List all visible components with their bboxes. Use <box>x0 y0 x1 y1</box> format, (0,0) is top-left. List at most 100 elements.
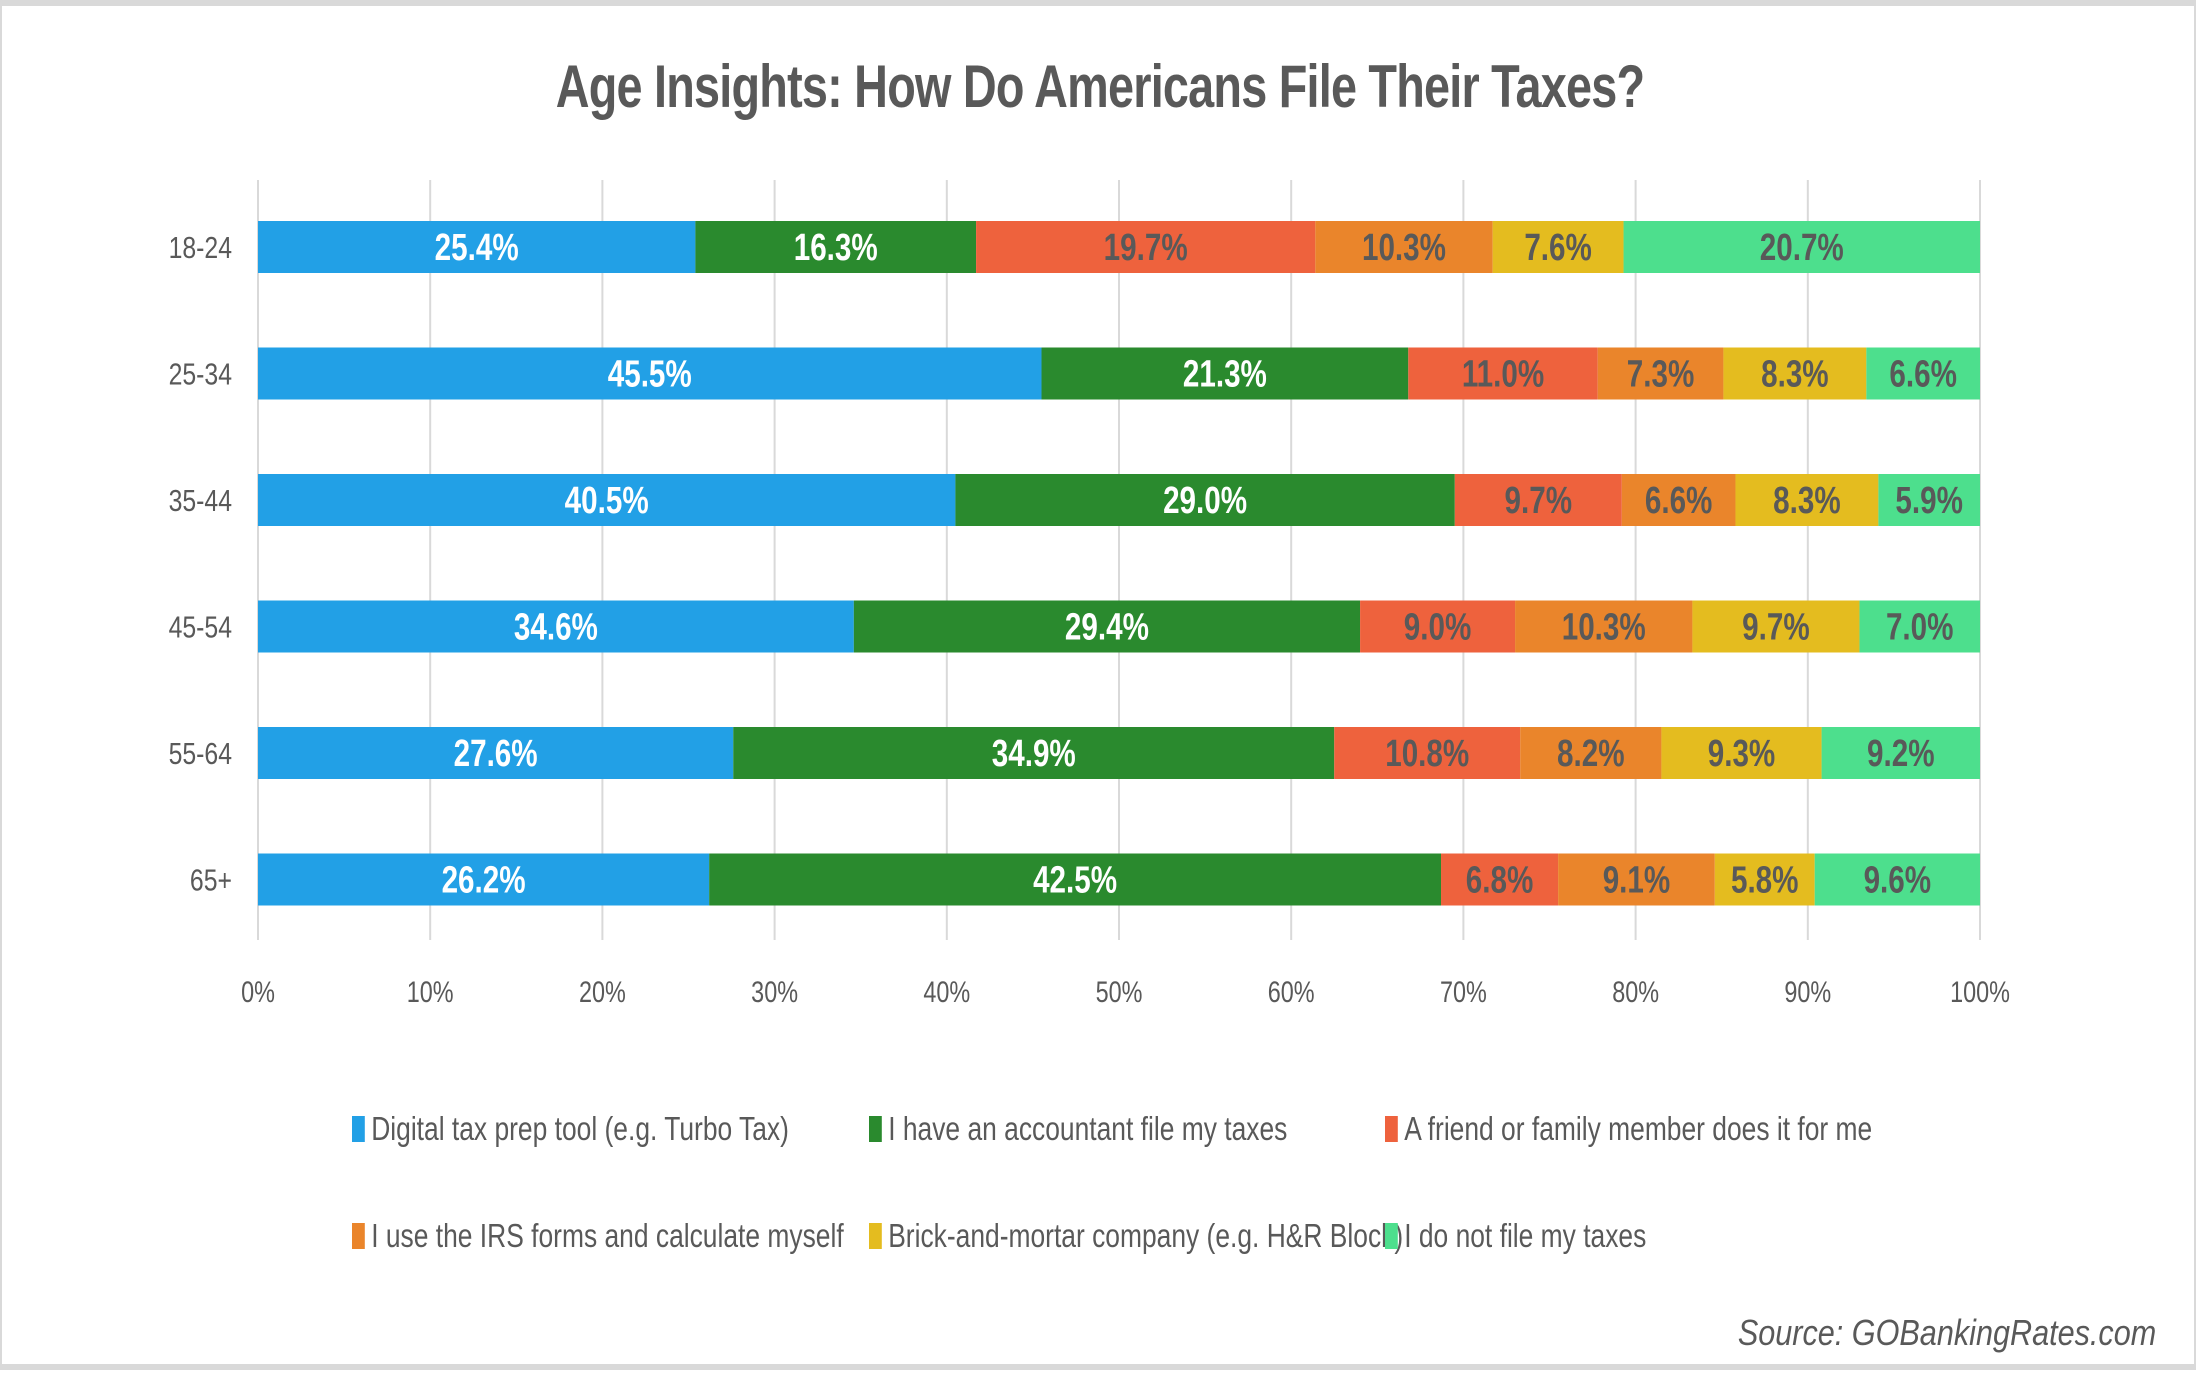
bar-segment <box>976 221 1316 273</box>
bar-segment <box>1315 221 1493 273</box>
bar-segment <box>1878 474 1980 526</box>
x-tick-label: 10% <box>407 975 454 1008</box>
data-label: 6.8% <box>1466 859 1534 901</box>
bar-segment <box>1692 600 1860 653</box>
x-tick-label: 30% <box>751 975 798 1008</box>
data-label: 5.8% <box>1731 859 1799 901</box>
bar-segment <box>695 221 977 273</box>
legend-label: I have an accountant file my taxes <box>888 1110 1288 1147</box>
bar-segment <box>258 727 734 779</box>
bar-segment <box>258 600 854 653</box>
data-label: 9.7% <box>1505 480 1573 522</box>
data-label: 10.8% <box>1385 733 1469 775</box>
bar-segment <box>1041 347 1409 400</box>
data-label: 6.6% <box>1645 480 1713 522</box>
data-label: 10.3% <box>1562 606 1646 648</box>
data-label: 9.2% <box>1867 733 1935 775</box>
data-label: 42.5% <box>1033 859 1117 901</box>
legend-item: Digital tax prep tool (e.g. Turbo Tax) <box>352 1110 789 1148</box>
data-label: 10.3% <box>1362 227 1446 269</box>
bar-segment <box>1360 600 1516 653</box>
data-label: 27.6% <box>454 733 538 775</box>
data-label: 16.3% <box>794 227 878 269</box>
bar-segment <box>1621 474 1736 526</box>
data-label: 9.7% <box>1742 606 1810 648</box>
bar-segment <box>955 474 1455 526</box>
bar-segment <box>1515 600 1693 653</box>
x-tick-label: 90% <box>1784 975 1831 1008</box>
bar-segment <box>1714 853 1815 906</box>
legend-swatch <box>869 1223 882 1249</box>
bar-segment <box>1334 727 1521 779</box>
y-category-label: 18-24 <box>169 230 232 264</box>
legend-swatch <box>352 1223 365 1249</box>
data-label: 8.3% <box>1773 480 1841 522</box>
legend-item: I use the IRS forms and calculate myself <box>352 1217 844 1255</box>
data-label: 29.4% <box>1065 606 1149 648</box>
legend-label: Digital tax prep tool (e.g. Turbo Tax) <box>371 1110 789 1147</box>
data-label: 8.2% <box>1557 733 1625 775</box>
data-label: 7.6% <box>1524 227 1592 269</box>
data-label: 40.5% <box>565 480 649 522</box>
x-tick-label: 100% <box>1950 975 2010 1008</box>
y-category-label: 45-54 <box>169 610 232 644</box>
bar-segment <box>1866 347 1980 400</box>
bar-segment <box>1454 474 1622 526</box>
legend-item: I do not file my taxes <box>1385 1217 1646 1255</box>
data-label: 5.9% <box>1895 480 1963 522</box>
bar-segment <box>1558 853 1715 906</box>
bar-segment <box>1661 727 1822 779</box>
data-label: 26.2% <box>442 859 526 901</box>
bar-segment <box>1597 347 1724 400</box>
y-category-label: 55-64 <box>169 736 232 770</box>
bar-segment <box>1492 221 1624 273</box>
bar-segment <box>1520 727 1662 779</box>
x-tick-label: 40% <box>923 975 970 1008</box>
data-label: 8.3% <box>1761 353 1829 395</box>
legend-item: I have an accountant file my taxes <box>869 1110 1287 1148</box>
bar-segment <box>258 221 696 273</box>
bar-segment <box>733 727 1335 779</box>
data-label: 6.6% <box>1889 353 1957 395</box>
data-label: 20.7% <box>1760 227 1844 269</box>
chart-title: Age Insights: How Do Americans File Thei… <box>555 53 1645 120</box>
legend-swatch <box>869 1116 882 1142</box>
y-category-label: 35-44 <box>169 483 232 517</box>
bar-segment <box>258 853 710 906</box>
data-label: 34.6% <box>514 606 598 648</box>
legend-label: I use the IRS forms and calculate myself <box>371 1217 844 1254</box>
bar-segment <box>1623 221 1980 273</box>
bar-segment <box>1723 347 1867 400</box>
data-label: 9.1% <box>1603 859 1671 901</box>
x-tick-label: 0% <box>241 975 275 1008</box>
data-label: 29.0% <box>1163 480 1247 522</box>
data-label: 7.0% <box>1886 606 1954 648</box>
bar-segment <box>1859 600 1980 653</box>
x-tick-label: 50% <box>1096 975 1143 1008</box>
bar-segment <box>258 474 956 526</box>
legend-label: Brick-and-mortar company (e.g. H&R Block… <box>888 1217 1404 1254</box>
legend-swatch <box>352 1116 365 1142</box>
data-label: 25.4% <box>435 227 519 269</box>
legend-swatch <box>1385 1223 1398 1249</box>
data-label: 34.9% <box>992 733 1076 775</box>
bar-segment <box>1408 347 1598 400</box>
x-tick-label: 80% <box>1612 975 1659 1008</box>
legend-item: Brick-and-mortar company (e.g. H&R Block… <box>869 1217 1403 1255</box>
bar-segment <box>1441 853 1559 906</box>
x-tick-label: 60% <box>1268 975 1315 1008</box>
data-label: 7.3% <box>1627 353 1695 395</box>
data-label: 21.3% <box>1183 353 1267 395</box>
data-label: 9.0% <box>1404 606 1472 648</box>
legend-item: A friend or family member does it for me <box>1385 1110 1872 1148</box>
bar-segment <box>1821 727 1980 779</box>
data-label: 9.3% <box>1708 733 1776 775</box>
data-label: 11.0% <box>1462 353 1544 395</box>
bar-segment <box>853 600 1361 653</box>
bar-segment <box>1814 853 1980 906</box>
source-credit: Source: GOBankingRates.com <box>1737 1312 2156 1353</box>
data-label: 19.7% <box>1104 227 1188 269</box>
y-category-label: 65+ <box>190 863 232 897</box>
